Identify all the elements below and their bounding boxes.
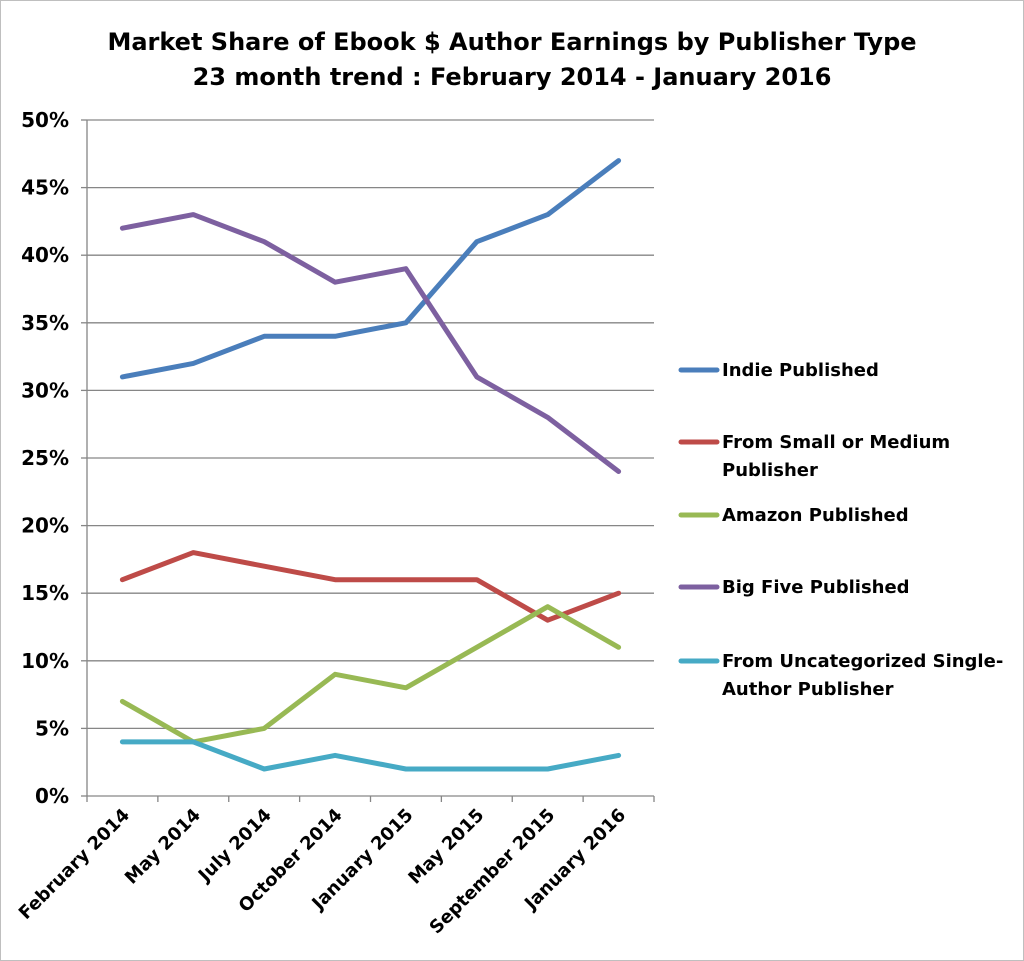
y-tick-label: 15% — [21, 581, 69, 605]
x-tick-label: September 2015 — [426, 805, 560, 939]
chart-title-line-2: 23 month trend : February 2014 - January… — [193, 63, 832, 91]
gridlines — [87, 119, 654, 730]
x-tick-label: May 2014 — [121, 805, 205, 889]
series-line — [119, 212, 622, 474]
legend-label: Amazon Published — [722, 505, 909, 526]
legend-label: From Uncategorized Single-Author Publish… — [722, 651, 1003, 700]
y-tick-label: 25% — [21, 446, 69, 470]
series-line — [119, 158, 622, 380]
series-line — [119, 604, 622, 745]
x-tick-label: February 2014 — [15, 805, 134, 924]
y-tick-label: 10% — [21, 649, 69, 673]
y-tick-label: 30% — [21, 378, 69, 402]
y-tick-label: 40% — [21, 243, 69, 267]
y-tick-label: 35% — [21, 311, 69, 335]
series-lines — [119, 158, 622, 772]
series-line — [119, 739, 622, 772]
legend: Indie Published From Small or Medium Publi… — [678, 360, 1003, 700]
y-tick-label: 20% — [21, 514, 69, 538]
axes: 0% 5% 10% 15% 20% 25% 30% 35% 40% 45% 50% February … — [15, 108, 655, 939]
legend-label: Indie Published — [722, 360, 879, 381]
legend-label: Big Five Published — [722, 577, 910, 598]
chart-title-line-1: Market Share of Ebook $ Author Earnings … — [107, 28, 916, 56]
y-tick-label: 45% — [21, 176, 69, 200]
legend-label: From Small or Medium Publisher — [722, 432, 950, 481]
y-tick-label: 5% — [35, 716, 69, 740]
y-tick-label: 0% — [35, 784, 69, 808]
y-tick-label: 50% — [21, 108, 69, 132]
